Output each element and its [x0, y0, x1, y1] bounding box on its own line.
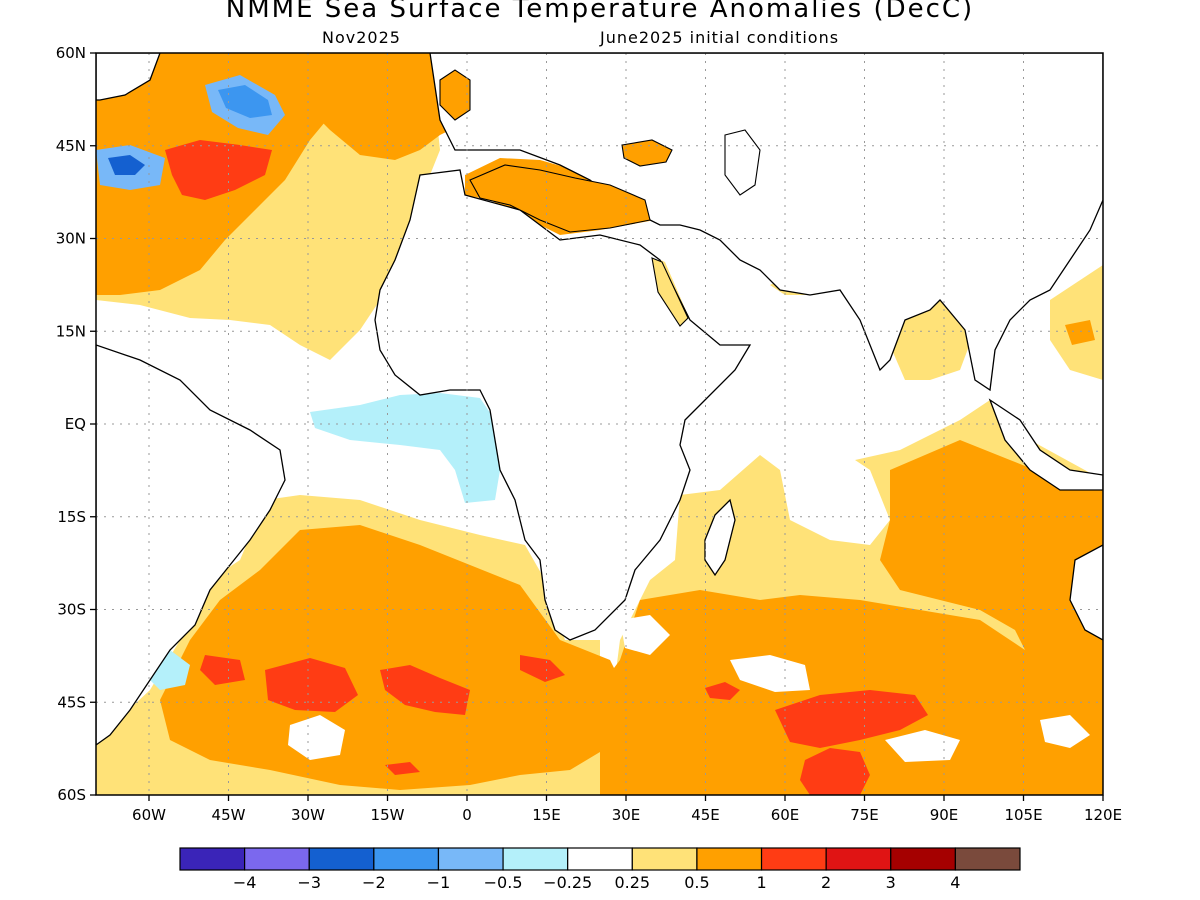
- colorbar-swatch: [890, 847, 956, 871]
- south-atlantic-white-patch: [288, 715, 345, 760]
- lat-tick-label: 15S: [57, 508, 86, 526]
- south-indian-white-patch-1: [730, 655, 810, 692]
- south-atlantic-red-4: [520, 655, 565, 682]
- south-indian-white-patch-4: [1040, 715, 1090, 748]
- colorbar-label: 3: [886, 873, 896, 892]
- south-atlantic-red-1: [265, 658, 358, 712]
- south-china-sea-yellow: [1050, 265, 1103, 380]
- colorbar-swatch: [179, 847, 246, 871]
- colorbar-label: 0.25: [614, 873, 650, 892]
- lon-tick-label: 30W: [291, 806, 325, 824]
- lon-tick-label: 90E: [930, 806, 959, 824]
- colorbar-label: 4: [950, 873, 960, 892]
- colorbar-swatch: [308, 847, 375, 871]
- south-atlantic-orange: [160, 525, 630, 790]
- anomaly-shading: [96, 53, 1103, 795]
- south-atlantic-red-2: [380, 665, 470, 715]
- map-title: NMME Sea Surface Temperature Anomalies (…: [225, 0, 975, 24]
- caspian-sea: [724, 129, 761, 196]
- south-atlantic-red-5: [385, 762, 420, 775]
- lat-tick-label: 45N: [56, 137, 86, 155]
- colorbar-label: 2: [821, 873, 831, 892]
- red-sea: [651, 257, 689, 327]
- ireland-uk-outline: [439, 69, 471, 121]
- colorbar-label: −4: [233, 873, 257, 892]
- colorbar-label: 0.5: [684, 873, 709, 892]
- init-conditions-label: June2025 initial conditions: [600, 28, 840, 47]
- south-china-sea-orange: [1065, 320, 1095, 345]
- lat-tick-label: 30N: [56, 230, 86, 248]
- colorbar-swatch: [373, 847, 440, 871]
- australia-outline: [1069, 544, 1103, 641]
- colorbar-swatch: [631, 847, 698, 871]
- madagascar-outline: [704, 498, 736, 577]
- colorbar-label: −2: [362, 873, 386, 892]
- south-atlantic-red-3: [200, 655, 245, 685]
- colorbar-label: −0.25: [543, 873, 592, 892]
- colorbar-swatch: [760, 847, 827, 871]
- north-atlantic-blue-core: [218, 85, 272, 118]
- south-indian-red-west: [705, 682, 740, 700]
- south-indian-red-east: [775, 690, 928, 748]
- inland-seas: [469, 129, 761, 327]
- lat-tick-label: EQ: [65, 415, 86, 433]
- colorbar-swatch: [567, 847, 633, 871]
- colorbar-swatch: [244, 847, 310, 871]
- colorbar-swatch: [696, 847, 763, 871]
- colorbar-swatch: [502, 847, 569, 871]
- colorbar-label: −0.5: [484, 873, 523, 892]
- lon-tick-label: 45W: [212, 806, 246, 824]
- indonesia-outline: [988, 398, 1103, 491]
- lon-tick-label: 15W: [371, 806, 405, 824]
- lon-tick-label: 60W: [132, 806, 166, 824]
- lon-tick-label: 15E: [532, 806, 561, 824]
- colorbar-swatch: [437, 847, 504, 871]
- colorbar-label: −3: [297, 873, 321, 892]
- colorbar-swatch: [825, 847, 892, 871]
- lon-tick-label: 120E: [1084, 806, 1122, 824]
- colorbar-swatch: [954, 847, 1021, 871]
- lat-tick-label: 60N: [56, 44, 86, 62]
- north-atlantic-red-core: [165, 140, 272, 200]
- longitude-axis: 60W 45W 30W 15W 0 15E 30E 45E 60E 75E 90E 105E 120E: [132, 795, 1122, 824]
- lon-tick-label: 45E: [691, 806, 720, 824]
- valid-month-label: Nov2025: [322, 28, 401, 47]
- tropical-atlantic-cyan: [310, 393, 500, 503]
- lon-tick-label: 75E: [850, 806, 879, 824]
- africa-outline: [374, 169, 752, 641]
- south-indian-red-south: [800, 748, 870, 795]
- south-indian-white-patch-2: [885, 730, 960, 762]
- south-america-outline: [96, 344, 286, 746]
- lat-tick-label: 30S: [57, 601, 86, 619]
- latitude-axis: 60N 45N 30N 15N EQ 15S 30S 45S 60S: [56, 44, 96, 804]
- colorbar-label: −1: [427, 873, 451, 892]
- lon-tick-label: 0: [462, 806, 472, 824]
- indian-ocean-orange: [880, 440, 1103, 700]
- lat-tick-label: 15N: [56, 322, 86, 340]
- colorbar: −4 −3 −2 −1 −0.5 −0.25 0.25 0.5 1 2 3 4: [179, 847, 1021, 892]
- black-sea: [621, 139, 673, 167]
- europe-asia-outline: [429, 53, 1103, 392]
- south-indian-white-patch-3: [620, 615, 670, 655]
- mediterranean-sea: [469, 164, 651, 233]
- newfoundland-dark-blue-core: [108, 155, 145, 175]
- coastlines: [96, 53, 1103, 746]
- lon-tick-label: 30E: [612, 806, 641, 824]
- colorbar-label: 1: [756, 873, 766, 892]
- lon-tick-label: 105E: [1004, 806, 1042, 824]
- lat-tick-label: 60S: [57, 786, 86, 804]
- lon-tick-label: 60E: [771, 806, 800, 824]
- lat-tick-label: 45S: [57, 693, 86, 711]
- greenland-outline: [96, 53, 161, 101]
